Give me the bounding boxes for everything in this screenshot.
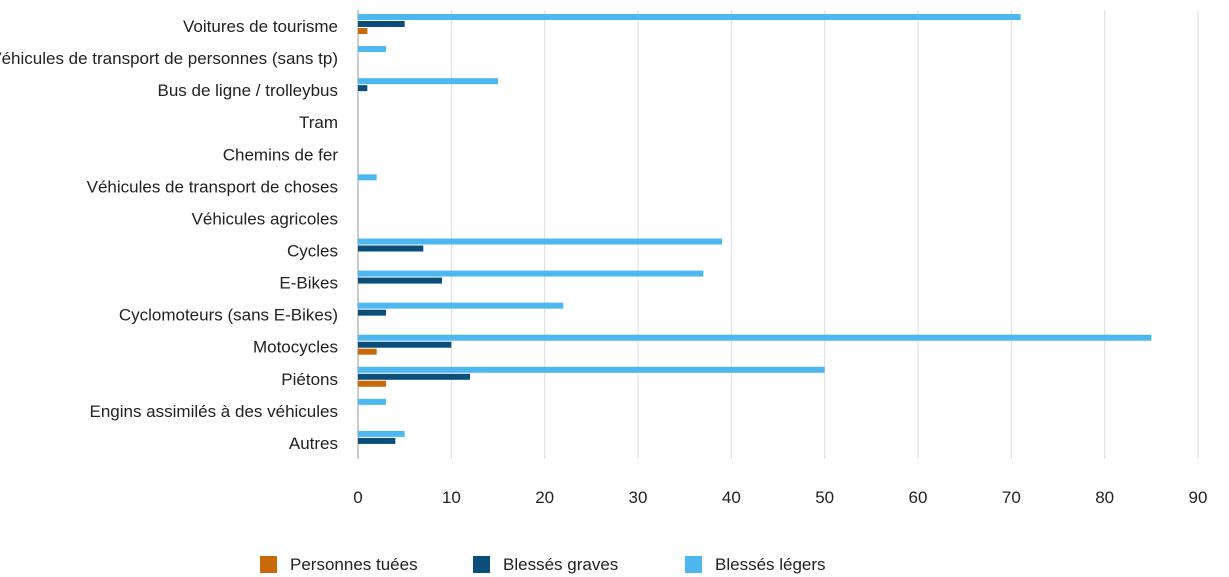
bar bbox=[358, 14, 1021, 20]
bar bbox=[358, 21, 405, 27]
legend-label: Blessés graves bbox=[503, 555, 618, 574]
category-label: E-Bikes bbox=[279, 274, 338, 293]
category-labels: Voitures de tourisme Véhicules de transpo… bbox=[0, 17, 338, 453]
bar bbox=[358, 348, 377, 355]
bar bbox=[358, 334, 1152, 341]
category-label: Cycles bbox=[287, 242, 338, 261]
x-tick-labels: 0 10 20 30 40 50 60 70 80 90 bbox=[353, 488, 1207, 507]
bar bbox=[358, 309, 386, 316]
bar bbox=[358, 302, 564, 309]
bar bbox=[358, 245, 424, 252]
legend-swatch bbox=[473, 556, 490, 573]
category-label: Motocycles bbox=[253, 338, 338, 357]
bar bbox=[358, 174, 377, 181]
bar bbox=[358, 366, 825, 373]
legend-label: Blessés légers bbox=[715, 555, 826, 574]
bar bbox=[358, 373, 470, 380]
category-label: Véhicules de transport de personnes (san… bbox=[0, 49, 338, 68]
grid-lines bbox=[357, 10, 1199, 459]
bar bbox=[358, 437, 396, 444]
category-label: Voitures de tourisme bbox=[183, 17, 338, 36]
bar bbox=[358, 398, 386, 405]
category-label: Tram bbox=[299, 113, 338, 132]
legend-label: Personnes tuées bbox=[290, 555, 418, 574]
bar bbox=[358, 238, 722, 245]
legend-swatch bbox=[685, 556, 702, 573]
category-label: Chemins de fer bbox=[223, 145, 339, 164]
x-tick-label: 20 bbox=[535, 488, 554, 507]
bar bbox=[358, 85, 368, 92]
x-tick-label: 40 bbox=[722, 488, 741, 507]
legend-swatch bbox=[260, 556, 277, 573]
x-tick-label: 70 bbox=[1002, 488, 1021, 507]
category-label: Cyclomoteurs (sans E-Bikes) bbox=[119, 306, 338, 325]
x-tick-label: 60 bbox=[909, 488, 928, 507]
bar bbox=[358, 341, 452, 348]
bar bbox=[358, 270, 704, 277]
bars bbox=[358, 14, 1152, 444]
category-label: Autres bbox=[289, 434, 338, 453]
bar bbox=[358, 380, 386, 387]
x-tick-label: 50 bbox=[815, 488, 834, 507]
category-label: Véhicules de transport de choses bbox=[87, 177, 338, 196]
category-label: Véhicules agricoles bbox=[192, 209, 338, 228]
x-tick-label: 30 bbox=[629, 488, 648, 507]
bar bbox=[358, 430, 405, 437]
category-label: Piétons bbox=[281, 370, 338, 389]
category-label: Bus de ligne / trolleybus bbox=[158, 81, 339, 100]
bar bbox=[358, 46, 386, 53]
bar bbox=[358, 277, 442, 284]
x-tick-label: 10 bbox=[442, 488, 461, 507]
bar bbox=[358, 78, 498, 85]
x-tick-label: 90 bbox=[1189, 488, 1208, 507]
x-tick-label: 80 bbox=[1095, 488, 1114, 507]
x-tick-label: 0 bbox=[353, 488, 362, 507]
bar bbox=[358, 28, 368, 34]
category-label: Engins assimilés à des véhicules bbox=[89, 402, 338, 421]
legend: Personnes tuées Blessés graves Blessés lég… bbox=[260, 555, 826, 574]
